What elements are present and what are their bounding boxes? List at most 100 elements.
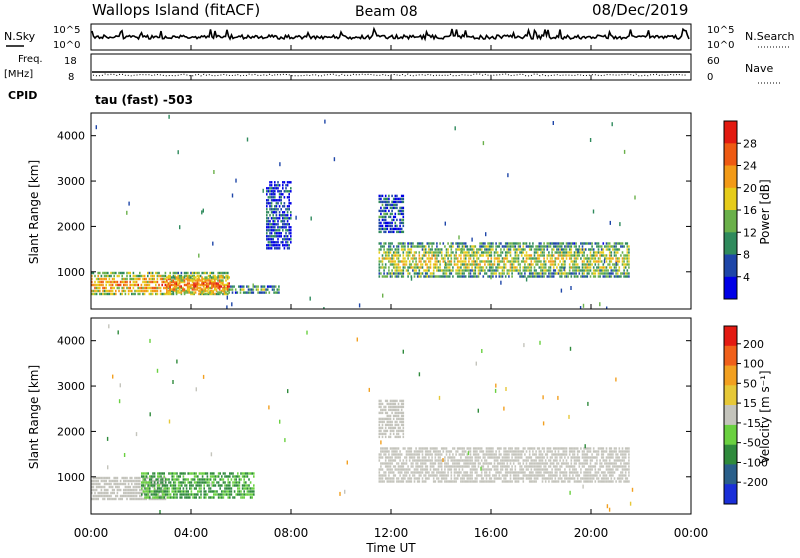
range-cell (595, 254, 597, 256)
range-cell (191, 490, 193, 492)
range-cell (439, 465, 441, 467)
range-cell (390, 260, 392, 262)
range-cell (579, 474, 581, 476)
range-cell (601, 480, 603, 482)
range-cell (628, 447, 630, 449)
speckle-cell (539, 341, 540, 345)
cpid-value: tau (fast) -503 (95, 93, 193, 107)
range-cell (105, 480, 107, 482)
range-cell (387, 450, 389, 452)
range-cell (277, 291, 279, 293)
range-cell (277, 223, 279, 225)
range-cell (556, 471, 558, 473)
range-cell (591, 453, 593, 455)
range-cell (423, 474, 425, 476)
range-cell (585, 269, 587, 271)
range-cell (417, 242, 419, 244)
range-cell (564, 272, 566, 274)
range-cell (105, 492, 107, 494)
range-cell (157, 475, 159, 477)
range-cell (439, 480, 441, 482)
speckle-cell (619, 222, 620, 226)
range-cell (253, 475, 255, 477)
range-cell (438, 465, 440, 467)
range-cell (109, 284, 111, 286)
range-cell (404, 468, 406, 470)
range-cell (540, 254, 542, 256)
range-cell (268, 202, 270, 204)
speckle-cell (306, 331, 307, 335)
range-cell (218, 496, 220, 498)
range-cell (566, 459, 568, 461)
range-cell (460, 263, 462, 265)
range-cell (531, 245, 533, 247)
range-cell (476, 263, 478, 265)
range-cell (625, 474, 627, 476)
range-cell (243, 493, 245, 495)
range-cell (591, 254, 593, 256)
range-cell (556, 266, 558, 268)
range-cell (550, 275, 552, 277)
range-cell (129, 272, 131, 274)
range-cell (593, 248, 595, 250)
range-cell (178, 490, 180, 492)
range-cell (566, 471, 568, 473)
range-cell (627, 450, 629, 452)
range-cell (266, 211, 268, 213)
range-cell (615, 468, 617, 470)
range-cell (195, 472, 197, 474)
range-cell (515, 254, 517, 256)
range-cell (227, 496, 229, 498)
range-cell (503, 477, 505, 479)
range-cell (231, 472, 233, 474)
range-cell (599, 480, 601, 482)
range-cell (577, 471, 579, 473)
range-cell (217, 285, 219, 287)
range-cell (425, 465, 427, 467)
range-cell (168, 490, 170, 492)
range-cell (441, 275, 443, 277)
range-cell (184, 478, 186, 480)
range-cell (497, 459, 499, 461)
range-cell (182, 276, 184, 278)
range-cell (390, 245, 392, 247)
range-cell (96, 477, 98, 479)
range-cell (403, 195, 405, 197)
range-cell (398, 251, 400, 253)
range-cell (627, 477, 629, 479)
range-cell (518, 462, 520, 464)
range-cell (611, 462, 613, 464)
range-cell (404, 447, 406, 449)
range-cell (526, 266, 528, 268)
range-cell (383, 251, 385, 253)
range-cell (489, 456, 491, 458)
range-cell (131, 278, 133, 280)
range-cell (113, 498, 115, 500)
range-cell (463, 272, 465, 274)
range-cell (383, 275, 385, 277)
range-cell (475, 468, 477, 470)
range-cell (454, 447, 456, 449)
range-cell (239, 484, 241, 486)
range-cell (425, 459, 427, 461)
range-cell (207, 478, 209, 480)
range-cell (94, 498, 96, 500)
range-cell (388, 424, 390, 426)
range-cell (391, 477, 393, 479)
range-cell (467, 248, 469, 250)
range-cell (587, 480, 589, 482)
range-cell (555, 450, 557, 452)
range-cell (460, 477, 462, 479)
range-cell (223, 496, 225, 498)
range-cell (500, 248, 502, 250)
range-cell (588, 272, 590, 274)
range-cell (144, 281, 146, 283)
range-cell (176, 291, 178, 293)
range-cell (531, 254, 533, 256)
range-cell (486, 254, 488, 256)
range-cell (535, 257, 537, 259)
range-cell (282, 241, 284, 243)
range-cell (529, 447, 531, 449)
range-cell (417, 272, 419, 274)
range-cell (487, 465, 489, 467)
